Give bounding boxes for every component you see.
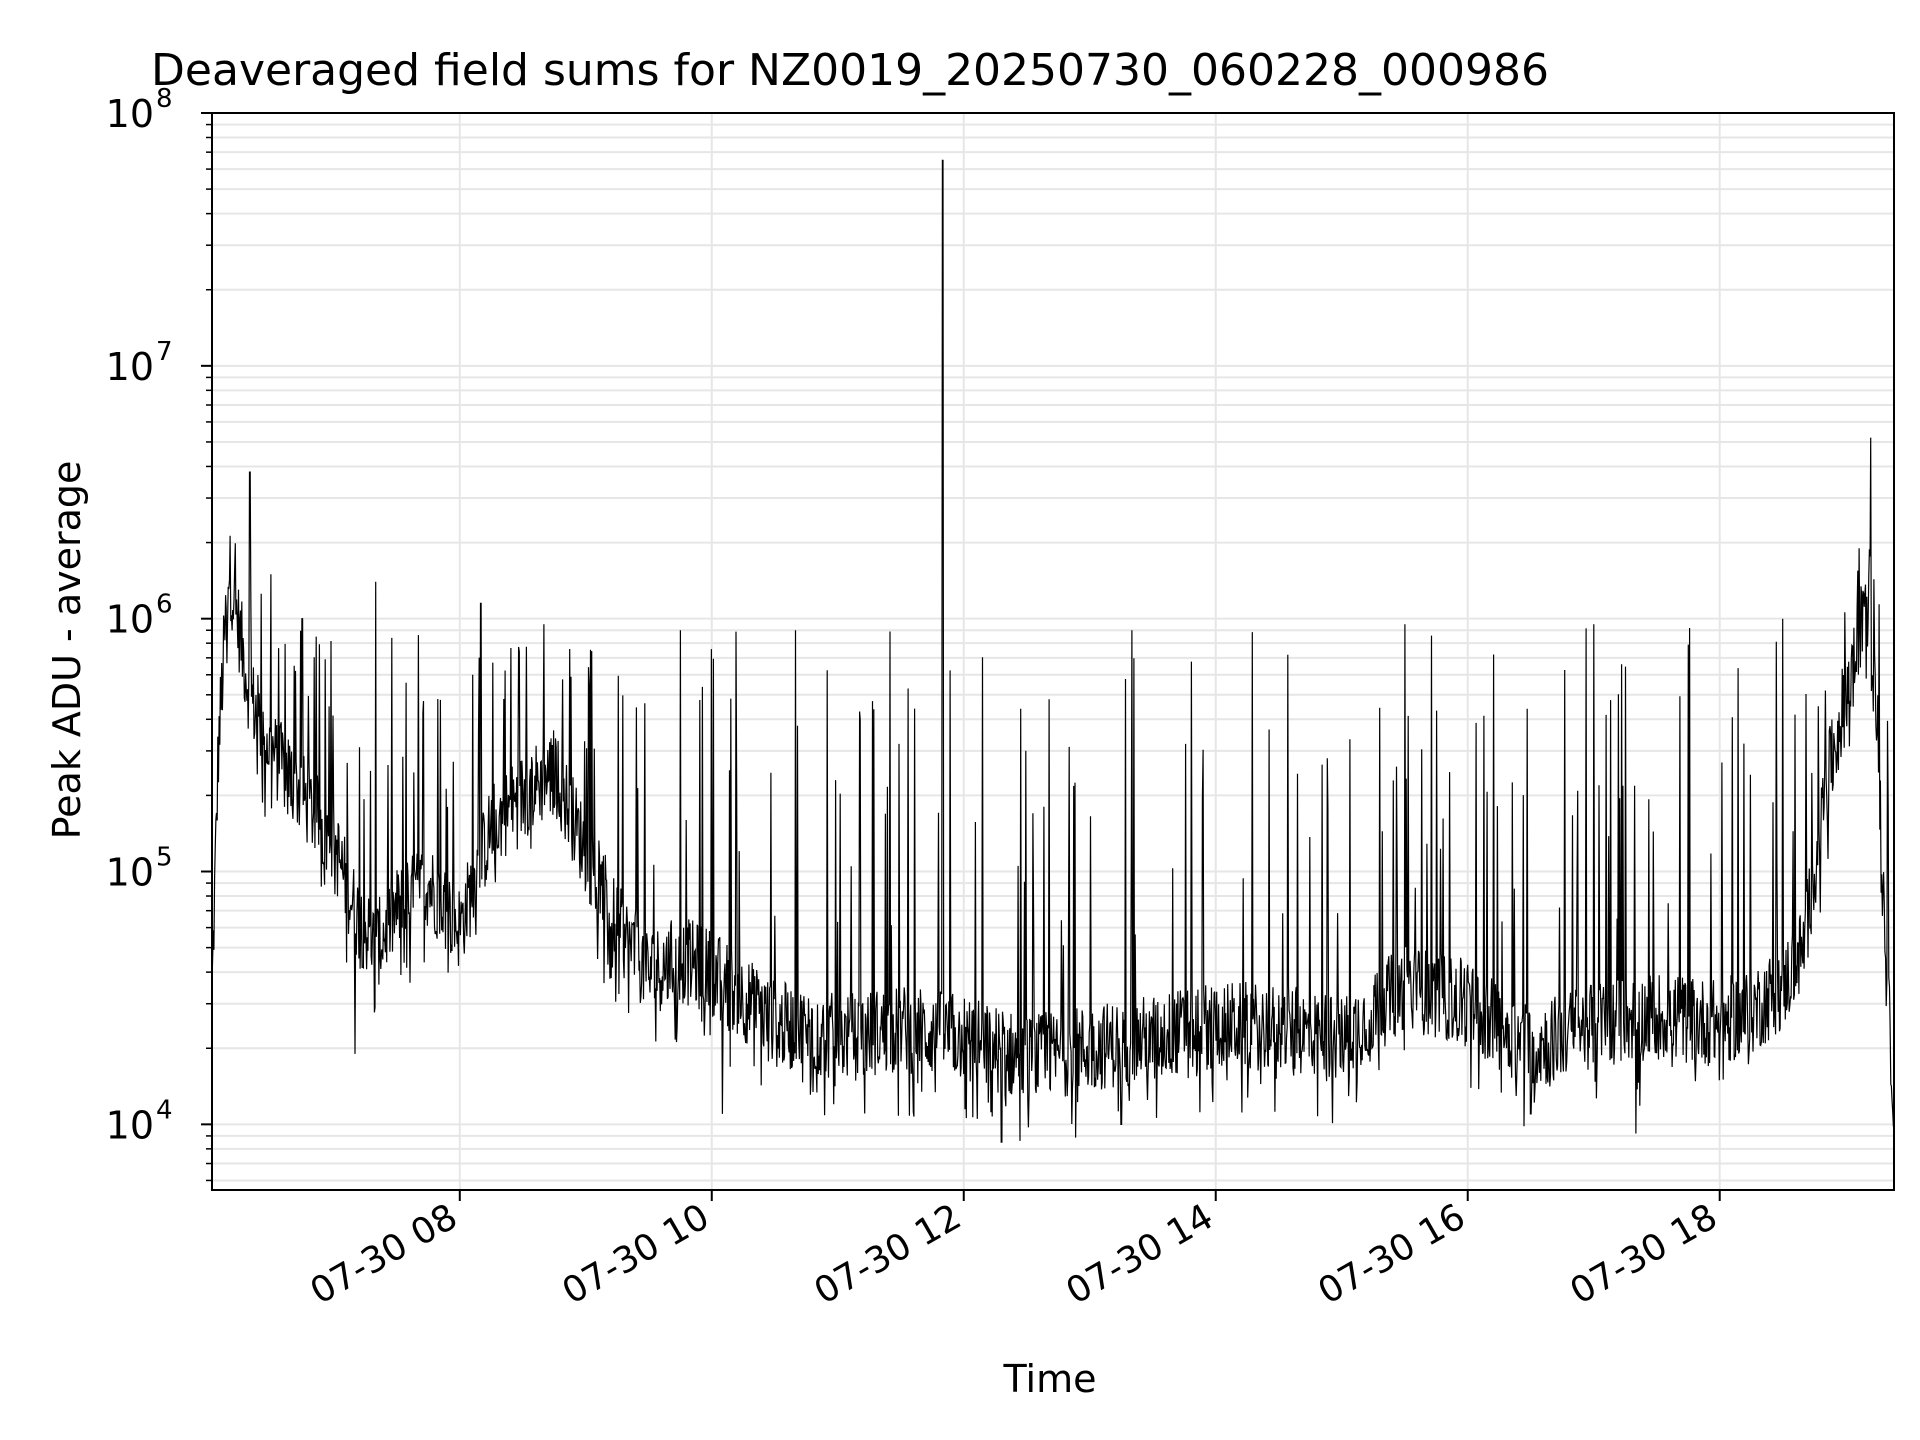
y-tick-label-exponent: 6 — [156, 590, 173, 620]
y-tick-label-exponent: 8 — [156, 84, 173, 114]
y-tick-label: 10 — [106, 598, 154, 642]
y-tick-label: 10 — [106, 851, 154, 895]
grid-lines — [212, 112, 1894, 1190]
series-line — [211, 159, 1895, 1143]
y-tick-label-exponent: 5 — [156, 843, 173, 873]
y-tick-label: 10 — [106, 345, 154, 389]
data-series — [211, 159, 1895, 1143]
y-tick-label-exponent: 4 — [156, 1095, 173, 1125]
x-axis-label: Time — [1003, 1357, 1097, 1401]
y-axis-label: Peak ADU - average — [45, 461, 89, 840]
chart-title: Deaveraged field sums for NZ0019_2025073… — [151, 45, 1549, 96]
plot-frame — [211, 112, 1895, 1191]
y-tick-label-exponent: 7 — [156, 337, 173, 367]
y-tick-label: 10 — [106, 1103, 154, 1147]
y-tick-label: 10 — [106, 92, 154, 136]
